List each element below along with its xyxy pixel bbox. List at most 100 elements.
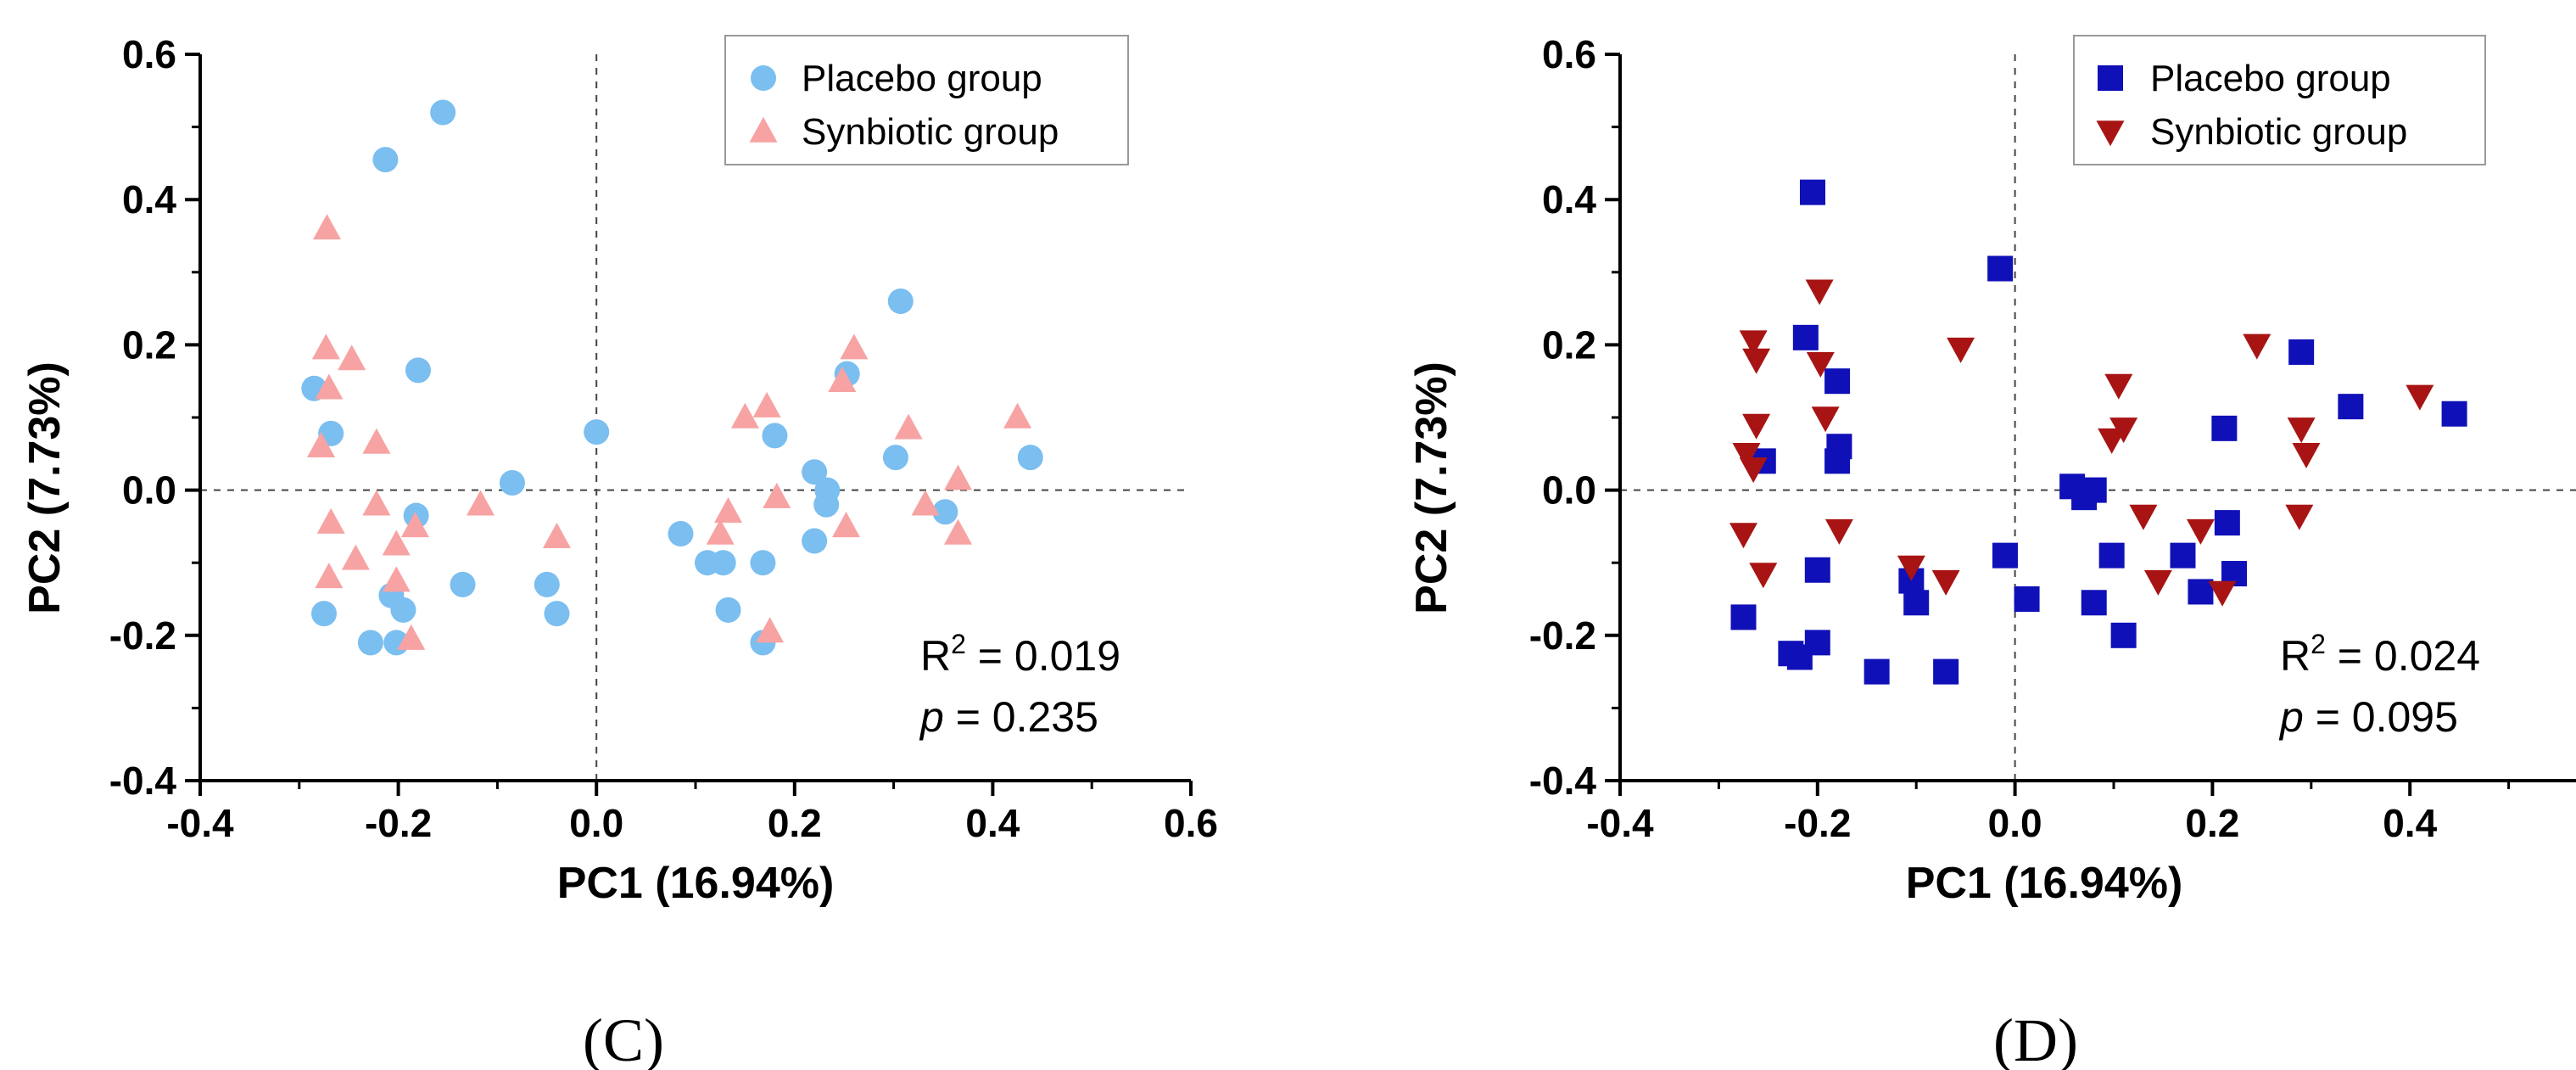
data-point-square [1903, 590, 1930, 616]
data-point-circle [802, 459, 828, 485]
data-point-triangle-up [382, 566, 411, 592]
data-point-triangle-up [315, 563, 344, 589]
x-tick-label: 0.2 [768, 801, 822, 845]
r-squared-text: R2 = 0.019 [920, 629, 1120, 680]
data-point-triangle-down [1732, 443, 1761, 469]
data-point-triangle-up [763, 482, 791, 508]
data-point-circle [357, 630, 383, 656]
data-point-triangle-down [1742, 348, 1771, 374]
y-tick-label: -0.2 [1529, 613, 1596, 658]
data-point-circle [710, 550, 736, 576]
y-tick-label: 0.4 [122, 177, 176, 221]
data-point-triangle-up [382, 529, 411, 556]
data-point-triangle-up [752, 391, 781, 417]
data-point-triangle-up [306, 431, 335, 457]
data-point-triangle-up [467, 490, 495, 516]
data-point-square [2338, 394, 2364, 420]
legend-label-placebo: Placebo group [802, 58, 1042, 99]
data-point-triangle-down [1897, 555, 1925, 581]
data-point-triangle-up [730, 402, 759, 429]
data-point-triangle-up [313, 214, 342, 240]
data-point-circle [882, 445, 908, 471]
data-point-triangle-down [1931, 569, 1960, 596]
data-point-triangle-down [2287, 417, 2316, 444]
legend-box [724, 35, 1129, 165]
legend-label-placebo: Placebo group [2150, 58, 2391, 99]
data-point-triangle-down [1749, 563, 1778, 589]
data-point-circle [750, 550, 776, 576]
x-tick-label: 0.2 [2185, 801, 2239, 845]
data-point-circle [813, 491, 840, 518]
data-point-triangle-up [542, 522, 571, 548]
panel-label: (C) [583, 1006, 664, 1070]
data-point-triangle-up [341, 544, 370, 570]
data-points [1729, 179, 2467, 685]
data-point-triangle-up [706, 518, 735, 545]
x-tick-label: -0.2 [365, 801, 432, 845]
data-points [301, 99, 1043, 656]
stats-annotation: R2 = 0.024 p = 0.095 [2278, 629, 2480, 741]
data-point-triangle-down [1947, 337, 1975, 363]
panel-label: (D) [1993, 1006, 2078, 1070]
data-point-circle [802, 528, 828, 554]
data-point-square [1799, 179, 1825, 205]
data-point-square [1864, 658, 1890, 685]
data-point-square [2211, 415, 2238, 441]
data-point-square [1824, 448, 1851, 474]
data-point-triangle-down [2208, 580, 2237, 607]
data-point-triangle-up [362, 490, 391, 516]
y-tick-label: 0.2 [122, 322, 176, 367]
chart-panel-c: -0.4 -0.2 0.0 0.2 0.4 0.6 -0.4 -0.2 0.0 0.2 0.4 0.6… [20, 32, 1218, 1070]
y-tick-label: 0.0 [1542, 468, 1596, 513]
stats-annotation: R2 = 0.019 p = 0.235 [919, 629, 1120, 741]
legend-label-synbiotic: Synbiotic group [2150, 111, 2407, 153]
data-point-circle [584, 419, 610, 445]
data-point-square [2110, 622, 2137, 648]
data-point-triangle-up [311, 333, 340, 360]
data-point-square [2288, 339, 2315, 365]
y-tick-label: -0.2 [109, 613, 176, 658]
y-tick-label: -0.4 [109, 759, 177, 803]
legend: Placebo group Synbiotic group [2073, 35, 2486, 165]
data-point-square [1730, 604, 1757, 630]
data-point-triangle-down [2243, 333, 2271, 360]
data-point-square [1933, 658, 1959, 685]
data-point-triangle-down [2104, 373, 2133, 400]
data-point-triangle-down [1806, 352, 1835, 378]
x-tick-label: 0.4 [2383, 801, 2437, 845]
data-point-triangle-up [756, 617, 785, 643]
data-point-square [1992, 542, 2018, 569]
data-point-square [2188, 579, 2214, 605]
data-point-square [1804, 557, 1830, 583]
x-axis-label: PC1 (16.94%) [557, 859, 835, 908]
y-tick-label: 0.0 [122, 468, 176, 513]
data-point-triangle-up [840, 333, 869, 360]
data-point-square [2170, 542, 2196, 569]
data-point-circle [372, 147, 399, 173]
data-point-square [1792, 324, 1819, 350]
data-point-triangle-down [2129, 504, 2158, 530]
data-point-triangle-down [2285, 504, 2314, 530]
legend: Placebo group Synbiotic group [724, 35, 1129, 165]
data-point-square [1804, 630, 1830, 656]
data-point-triangle-up [1003, 402, 1032, 429]
data-point-triangle-up [944, 518, 973, 545]
data-point-circle [311, 601, 337, 627]
data-point-circle [499, 470, 525, 496]
data-point-square [2081, 590, 2107, 616]
legend-marker-square [2098, 65, 2123, 91]
data-point-square [2098, 542, 2125, 569]
axes: -0.4-0.20.00.20.40.6-0.4-0.20.00.20.40.6 [1529, 32, 2576, 845]
data-point-triangle-down [1824, 518, 1853, 545]
r-squared-text: R2 = 0.024 [2280, 629, 2480, 680]
chart-panel-d: -0.4-0.20.00.20.40.6-0.4-0.20.00.20.40.6… [1407, 32, 2576, 1070]
legend-label-synbiotic: Synbiotic group [802, 111, 1059, 153]
data-point-triangle-down [2143, 569, 2172, 596]
data-point-circle [1017, 445, 1043, 471]
data-point-triangle-up [714, 497, 743, 524]
legend-box [2073, 35, 2486, 165]
data-point-circle [390, 597, 416, 623]
data-point-triangle-up [338, 345, 366, 371]
